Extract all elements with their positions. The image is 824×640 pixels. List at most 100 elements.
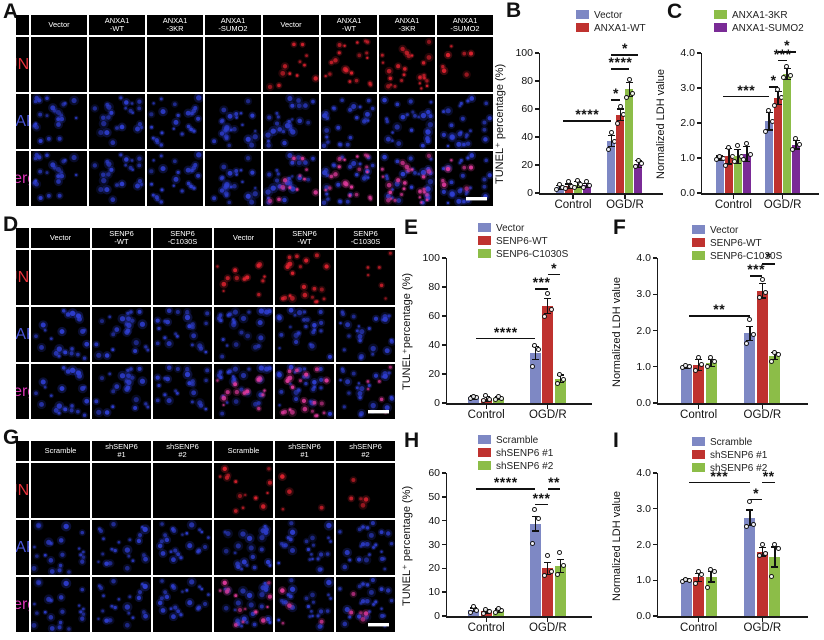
bar <box>607 141 616 193</box>
significance-stars: * <box>621 40 628 57</box>
data-point <box>747 152 753 157</box>
legend-swatch-blue <box>692 437 705 446</box>
error-bar-cap <box>634 166 642 168</box>
data-point <box>772 349 777 355</box>
micrograph-image <box>205 94 261 149</box>
data-point <box>796 142 802 148</box>
data-point <box>635 158 641 164</box>
row-label-merge: Merge <box>16 151 29 206</box>
significance-line <box>476 488 536 490</box>
error-bar-cap <box>783 78 791 80</box>
bar <box>529 352 541 403</box>
micrograph-image <box>321 37 377 92</box>
data-point <box>536 346 541 352</box>
data-point <box>708 567 714 573</box>
bar <box>783 74 792 193</box>
legend-swatch-green <box>478 249 491 258</box>
column-header: Scramble <box>31 441 90 461</box>
significance-line <box>476 337 536 340</box>
legend-label: shSENP6 #2 <box>710 462 768 474</box>
micrograph-image <box>214 577 273 632</box>
x-axis-line <box>656 616 808 618</box>
data-point <box>557 550 563 556</box>
column-header-line: ANXA1 <box>162 15 188 25</box>
micrograph-image <box>31 307 90 362</box>
data-point <box>623 95 629 101</box>
data-point <box>750 331 756 337</box>
micrograph-tile <box>379 37 435 92</box>
y-tick-mark <box>696 52 701 54</box>
column-header-line: shSENP6 <box>349 441 382 451</box>
error-bar-line <box>710 571 712 583</box>
legend-label: Vector <box>594 9 623 21</box>
column-header: ANXA1 -3KR <box>147 15 203 35</box>
y-tick-mark <box>534 136 539 138</box>
y-tick-mark <box>534 164 539 166</box>
legend-label: SENP6-WT <box>710 237 762 249</box>
x-category-label: OGD/R <box>528 409 567 421</box>
micrograph-image <box>336 577 395 632</box>
y-tick-mark <box>441 257 446 259</box>
bar <box>769 355 781 403</box>
bar <box>468 397 480 403</box>
y-tick-label: 1.0 <box>636 360 651 373</box>
bar <box>554 565 566 616</box>
column-header-line: shSENP6 <box>166 441 199 451</box>
significance-line <box>749 498 763 501</box>
error-bar-cap <box>495 399 503 401</box>
bar <box>693 577 705 616</box>
column-header-line: #1 <box>117 450 126 459</box>
y-tick-label: 3.0 <box>636 502 651 515</box>
data-point <box>747 317 752 323</box>
data-point <box>542 313 548 319</box>
error-bar-cap <box>695 369 703 372</box>
micrograph-tile <box>89 94 145 149</box>
micrograph-image <box>89 151 145 206</box>
micrograph-tile <box>153 307 212 362</box>
micrograph-panel-D: Vector SENP6 -WT SENP6 -C1030S Vector SENP6 -WT… <box>16 228 395 419</box>
data-point <box>495 605 501 611</box>
row-label-tunel: TUNEL <box>16 463 29 518</box>
data-point <box>725 145 731 150</box>
bar <box>744 517 756 616</box>
micrograph-tile <box>321 151 377 206</box>
x-tick-mark <box>781 194 784 199</box>
bar <box>542 305 554 403</box>
column-header-line: Vector <box>49 232 72 242</box>
data-point <box>750 522 756 528</box>
row-label-dapi: DAPI <box>16 307 29 362</box>
column-header-line: -WT <box>114 237 129 246</box>
micrograph-image <box>275 577 334 632</box>
bar <box>555 187 564 193</box>
row-label-text: TUNEL <box>16 268 29 286</box>
micrograph-tile <box>147 151 203 206</box>
data-point <box>705 584 711 590</box>
legend-swatch-blue <box>576 10 589 19</box>
y-tick-label: 40 <box>521 131 533 143</box>
micrograph-tile <box>336 364 395 419</box>
micrograph-image <box>336 520 395 575</box>
error-bar-line <box>697 359 700 371</box>
legend-swatch-green <box>692 251 705 260</box>
column-header-line: Scramble <box>227 445 260 455</box>
bar <box>582 185 591 193</box>
y-tick-mark <box>696 192 701 194</box>
micrograph-tile <box>336 307 395 362</box>
micrograph-tile <box>437 151 493 206</box>
panel-label-E: E <box>404 216 419 239</box>
micrograph-tile <box>336 463 395 518</box>
micrograph-image <box>336 307 395 362</box>
micrograph-tile <box>92 307 151 362</box>
micrograph-tile <box>31 577 90 632</box>
column-header-line: Vector <box>232 232 255 242</box>
data-point <box>617 103 623 109</box>
error-bar-line <box>728 148 730 164</box>
y-tick-label: 1.0 <box>680 152 695 164</box>
column-header: shSENP6 #1 <box>92 441 151 461</box>
error-bar-cap <box>495 611 503 614</box>
micrograph-image <box>92 520 151 575</box>
micrograph-image <box>379 94 435 149</box>
data-point <box>692 581 698 587</box>
y-tick-mark <box>441 315 446 317</box>
error-bar-line <box>559 375 561 383</box>
